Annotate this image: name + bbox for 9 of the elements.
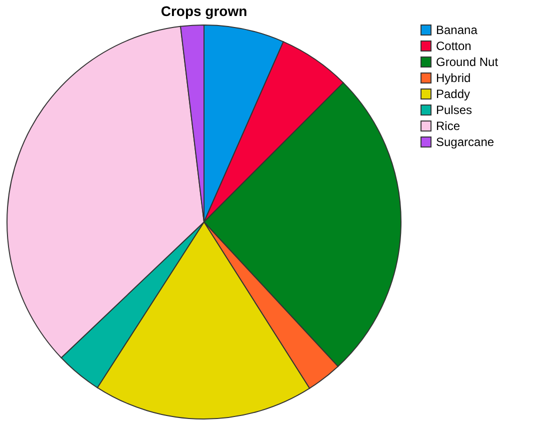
- chart-title: Crops grown: [160, 3, 248, 19]
- legend-label: Pulses: [436, 103, 472, 117]
- legend-label: Hybrid: [436, 71, 471, 85]
- legend-label: Cotton: [436, 39, 472, 53]
- legend-label: Paddy: [436, 87, 470, 101]
- legend-label: Rice: [436, 119, 460, 133]
- legend-label: Sugarcane: [436, 135, 494, 149]
- legend-label: Banana: [436, 23, 478, 37]
- legend-label: Ground Nut: [436, 55, 499, 69]
